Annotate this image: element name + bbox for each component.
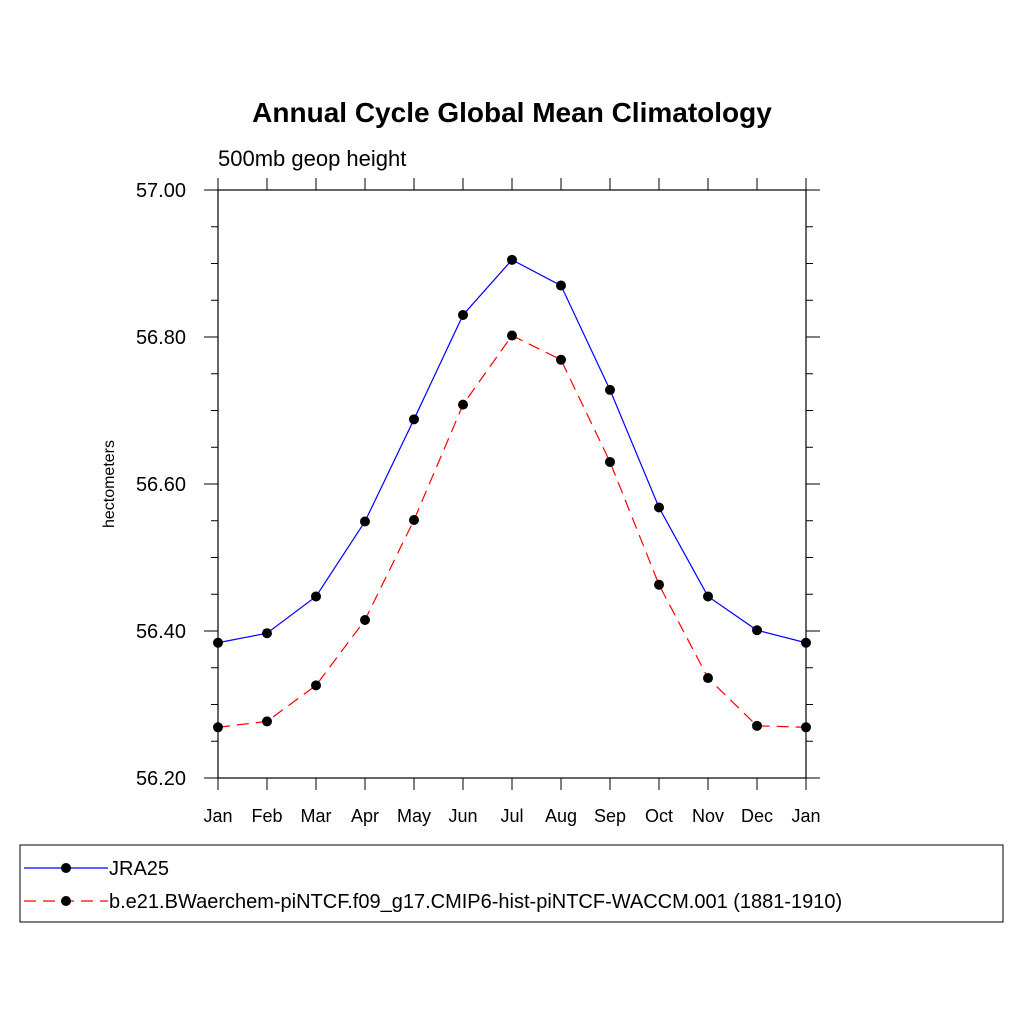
series-0-point <box>605 384 615 395</box>
y-tick-label: 56.60 <box>136 474 186 496</box>
x-tick-label: Jan <box>203 806 232 826</box>
series-0-point <box>360 516 370 527</box>
series-1-point <box>752 720 762 731</box>
series-1-point <box>556 354 566 365</box>
series-0-point <box>262 628 272 639</box>
x-tick-label: Feb <box>251 806 282 826</box>
series-0-point <box>409 414 419 425</box>
series-1-point <box>213 722 223 733</box>
series-0-point <box>556 280 566 291</box>
y-tick-label: 57.00 <box>136 180 186 202</box>
series-0-point <box>654 502 664 513</box>
y-axis-label: hectometers <box>101 440 118 528</box>
series-1-point <box>654 579 664 590</box>
series-0-point <box>752 625 762 636</box>
legend-marker-0 <box>61 863 71 873</box>
x-tick-label: May <box>397 806 431 826</box>
series-1-point <box>458 399 468 410</box>
series-line-0 <box>217 259 807 644</box>
y-tick-label: 56.40 <box>136 621 186 643</box>
legend: JRA25 b.e21.BWaerchem-piNTCF.f09_g17.CMIP… <box>24 858 842 913</box>
series-0-point <box>458 309 468 320</box>
x-tick-label: Jun <box>448 806 477 826</box>
series-0-point <box>213 637 223 648</box>
x-tick-label: Oct <box>645 806 673 826</box>
legend-box <box>19 844 1004 923</box>
x-tick-label: Jul <box>500 806 523 826</box>
series-1-point <box>311 680 321 691</box>
x-tick-label: Mar <box>301 806 332 826</box>
series-1-point <box>703 673 713 684</box>
series-1-point <box>605 456 615 467</box>
series-0-point <box>801 637 811 648</box>
series-1-point <box>409 515 419 526</box>
plot-frame <box>217 189 807 779</box>
x-tick-label: Sep <box>594 806 626 826</box>
legend-label-1: b.e21.BWaerchem-piNTCF.f09_g17.CMIP6-his… <box>109 891 842 913</box>
series-0-point <box>507 254 517 265</box>
series-0-point <box>311 591 321 602</box>
legend-label-0: JRA25 <box>109 858 169 880</box>
x-tick-label: Dec <box>741 806 773 826</box>
x-tick-label: Apr <box>351 806 379 826</box>
series-1-point <box>801 722 811 733</box>
series-layer <box>213 254 811 733</box>
y-tick-labels: 56.20 56.40 56.60 56.80 57.00 <box>136 180 186 790</box>
series-line-1 <box>217 334 807 728</box>
y-tick-label: 56.80 <box>136 327 186 349</box>
series-1-point <box>360 614 370 625</box>
x-tick-label: Nov <box>692 806 724 826</box>
chart-title: Annual Cycle Global Mean Climatology <box>252 97 772 128</box>
y-tick-label: 56.20 <box>136 768 186 790</box>
series-1-point <box>262 716 272 727</box>
x-tick-label: Aug <box>545 806 577 826</box>
series-1-point <box>507 330 517 341</box>
x-tick-label: Jan <box>791 806 820 826</box>
x-tick-labels: Jan Feb Mar Apr May Jun Jul Aug Sep Oct Nov Dec Jan <box>203 806 820 826</box>
legend-marker-1 <box>61 896 71 906</box>
chart-subtitle: 500mb geop height <box>218 146 406 171</box>
axis-ticks <box>204 178 820 790</box>
series-0-point <box>703 591 713 602</box>
